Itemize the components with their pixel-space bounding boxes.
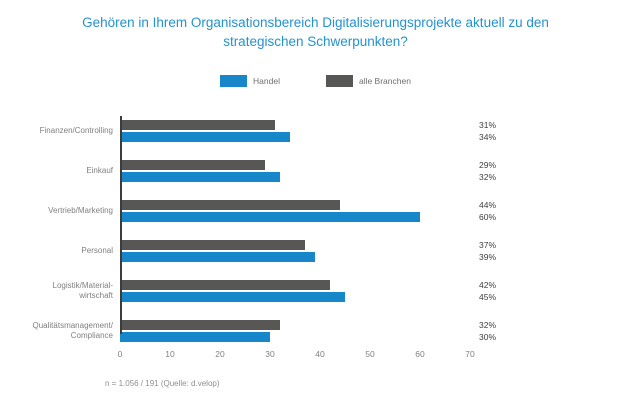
bar-group: [120, 120, 470, 142]
value-labels: 42% 45%: [479, 279, 525, 303]
bar-handel: [120, 252, 315, 262]
value-label-alle-branchen: 37%: [479, 240, 497, 250]
legend-label-alle-branchen: alle Branchen: [358, 76, 411, 86]
x-tick-label: 70: [465, 349, 475, 359]
category-label: Logistik/Material- wirtschaft: [52, 281, 113, 300]
bar-group: [120, 320, 470, 342]
x-tick-label: 20: [215, 349, 225, 359]
chart-title: Gehören in Ihrem Organisationsbereich Di…: [82, 15, 549, 49]
chart-plot: Finanzen/Controlling 31% 34% Einkauf 29% 32% V…: [0, 116, 631, 363]
bar-alle-branchen: [120, 120, 275, 130]
legend: Handel alle Branchen: [0, 75, 631, 87]
value-labels: 37% 39%: [479, 239, 525, 263]
bar-handel: [120, 332, 270, 342]
value-label-handel: 34%: [479, 132, 497, 142]
chart-row: Logistik/Material- wirtschaft 42% 45%: [0, 279, 631, 303]
bar-group: [120, 160, 470, 182]
chart-row: Vertrieb/Marketing 44% 60%: [0, 199, 631, 223]
value-label-handel: 45%: [479, 292, 497, 302]
legend-swatch-handel: [220, 75, 248, 87]
bar-group: [120, 280, 470, 302]
source-note: n = 1.056 / 191 (Quelle: d.velop): [105, 379, 220, 388]
bar-alle-branchen: [120, 240, 305, 250]
x-tick-label: 40: [315, 349, 325, 359]
chart-row: Einkauf 29% 32%: [0, 159, 631, 183]
legend-label-handel: Handel: [253, 76, 280, 86]
value-label-alle-branchen: 29%: [479, 160, 497, 170]
value-labels: 32% 30%: [479, 319, 525, 343]
bar-alle-branchen: [120, 200, 340, 210]
value-label-handel: 60%: [479, 212, 497, 222]
chart-row: Qualitätsmanagement/ Compliance 32% 30%: [0, 319, 631, 343]
bar-alle-branchen: [120, 280, 330, 290]
value-label-handel: 39%: [479, 252, 497, 262]
x-tick-label: 50: [365, 349, 375, 359]
bar-handel: [120, 172, 280, 182]
value-label-alle-branchen: 31%: [479, 120, 497, 130]
x-tick-label: 60: [415, 349, 425, 359]
legend-swatch-alle-branchen: [325, 75, 353, 87]
value-labels: 31% 34%: [479, 119, 525, 143]
bar-group: [120, 240, 470, 262]
x-axis: 0 10 20 30 40 50 60 70: [117, 349, 475, 363]
value-label-alle-branchen: 32%: [479, 320, 497, 330]
legend-item-handel: Handel: [220, 75, 280, 87]
chart-row: Finanzen/Controlling 31% 34%: [0, 119, 631, 143]
y-axis-line: [120, 116, 122, 334]
x-tick-label: 0: [117, 349, 123, 359]
value-label-handel: 30%: [479, 332, 497, 342]
chart-row: Personal 37% 39%: [0, 239, 631, 263]
bar-alle-branchen: [120, 160, 265, 170]
bar-group: [120, 200, 470, 222]
bar-handel: [120, 212, 420, 222]
value-label-alle-branchen: 44%: [479, 200, 497, 210]
category-label: Finanzen/Controlling: [39, 126, 113, 135]
x-tick-label: 10: [165, 349, 175, 359]
value-labels: 44% 60%: [479, 199, 525, 223]
value-label-handel: 32%: [479, 172, 497, 182]
bar-alle-branchen: [120, 320, 280, 330]
value-label-alle-branchen: 42%: [479, 280, 497, 290]
value-labels: 29% 32%: [479, 159, 525, 183]
category-label: Einkauf: [86, 166, 113, 175]
x-tick-label: 30: [265, 349, 275, 359]
bar-handel: [120, 132, 290, 142]
legend-item-alle-branchen: alle Branchen: [325, 75, 411, 87]
chart-rows: Finanzen/Controlling 31% 34% Einkauf 29% 32% V…: [0, 116, 631, 343]
category-label: Personal: [81, 246, 113, 255]
category-label: Qualitätsmanagement/ Compliance: [32, 321, 114, 340]
category-label: Vertrieb/Marketing: [48, 206, 113, 215]
bar-handel: [120, 292, 345, 302]
